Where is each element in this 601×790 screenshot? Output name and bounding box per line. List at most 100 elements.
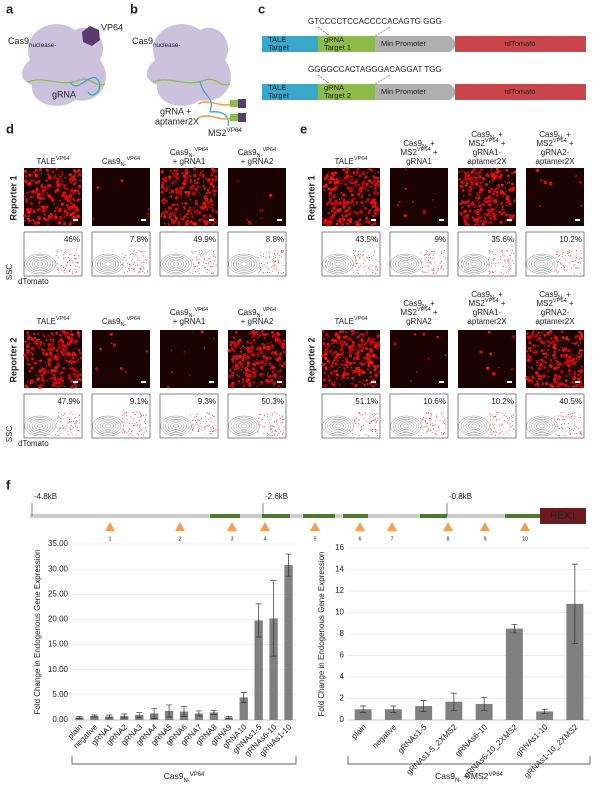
site: [227, 522, 237, 531]
event: [374, 250, 376, 252]
cell: [246, 218, 249, 222]
cell: [326, 348, 329, 350]
event: [128, 268, 130, 270]
cell: [47, 343, 52, 347]
cell: [578, 358, 581, 361]
event: [211, 273, 213, 275]
cell: [463, 209, 467, 213]
cell: [189, 181, 192, 184]
cell: [326, 359, 330, 363]
cell: [233, 344, 237, 349]
event: [129, 267, 131, 269]
cell: [57, 173, 60, 176]
contour: [400, 260, 412, 268]
contour: [233, 257, 255, 272]
cell: [328, 379, 331, 382]
column-header: gRNA2: [406, 317, 432, 326]
cell: [463, 171, 466, 173]
ms2-box: [230, 100, 238, 107]
column-header: Cas9N-VP64: [238, 307, 276, 319]
cell: [28, 369, 31, 373]
cell: [362, 172, 366, 176]
event: [496, 250, 498, 252]
cell: [282, 376, 284, 379]
event: [140, 434, 142, 436]
cell: [278, 354, 282, 358]
event: [198, 262, 200, 264]
cell: [361, 363, 364, 366]
event: [204, 269, 206, 271]
cell: [511, 334, 516, 339]
cell: [369, 370, 373, 374]
event: [210, 427, 212, 429]
grna-aptamer: [199, 81, 230, 127]
contour: [526, 415, 558, 437]
cell: [46, 379, 49, 382]
column-header: Cas9N-VP64: [102, 156, 140, 168]
column-header: MS2VP64 +: [468, 298, 505, 308]
event: [70, 268, 72, 270]
cell: [74, 384, 78, 388]
cell: [38, 371, 41, 374]
contour: [329, 420, 347, 432]
column-header: Cas9N-VP64: [170, 307, 208, 319]
event: [206, 272, 208, 274]
contour: [390, 253, 422, 275]
event: [427, 262, 429, 264]
cell: [31, 353, 34, 356]
cell: [250, 341, 253, 345]
cell: [465, 216, 469, 220]
event: [373, 420, 375, 422]
event: [137, 416, 139, 418]
event: [281, 416, 283, 418]
event: [139, 420, 141, 422]
event: [136, 421, 138, 423]
cell: [23, 214, 27, 218]
event: [195, 414, 197, 416]
event: [436, 434, 438, 436]
text-part: VP64: [553, 138, 567, 144]
cell: [489, 168, 493, 171]
cell: [507, 199, 511, 203]
cell: [565, 353, 569, 357]
cell: [495, 214, 498, 217]
cell: [34, 340, 38, 345]
event: [352, 418, 354, 420]
cell: [331, 213, 336, 217]
event: [574, 264, 576, 266]
cell: [163, 214, 167, 219]
event: [194, 266, 196, 268]
cell: [58, 364, 61, 367]
event: [210, 433, 212, 435]
event: [261, 265, 263, 267]
cas9-label: Cas9nuclease-: [132, 36, 180, 49]
text-part: VP64: [126, 316, 140, 322]
event: [57, 269, 59, 271]
cell: [214, 220, 218, 223]
cell: [60, 195, 63, 198]
cell: [372, 337, 375, 341]
event: [368, 260, 370, 262]
cell: [345, 360, 349, 364]
contour: [395, 257, 417, 272]
cell: [325, 350, 329, 354]
cell: [203, 220, 206, 223]
vp64-box: [238, 113, 246, 122]
cell: [336, 335, 341, 340]
cell: [436, 335, 440, 339]
event: [65, 428, 67, 430]
event: [73, 254, 75, 256]
event: [56, 426, 58, 428]
event: [440, 267, 442, 269]
error-bar: [106, 714, 113, 719]
contour: [104, 261, 112, 267]
event: [211, 428, 213, 430]
cell: [473, 209, 478, 214]
cell: [260, 383, 263, 386]
cell: [563, 383, 567, 388]
cell: [72, 213, 75, 216]
cell: [351, 377, 354, 381]
cell: [323, 176, 328, 181]
cell: [346, 186, 350, 190]
scale-bar: [73, 381, 78, 383]
